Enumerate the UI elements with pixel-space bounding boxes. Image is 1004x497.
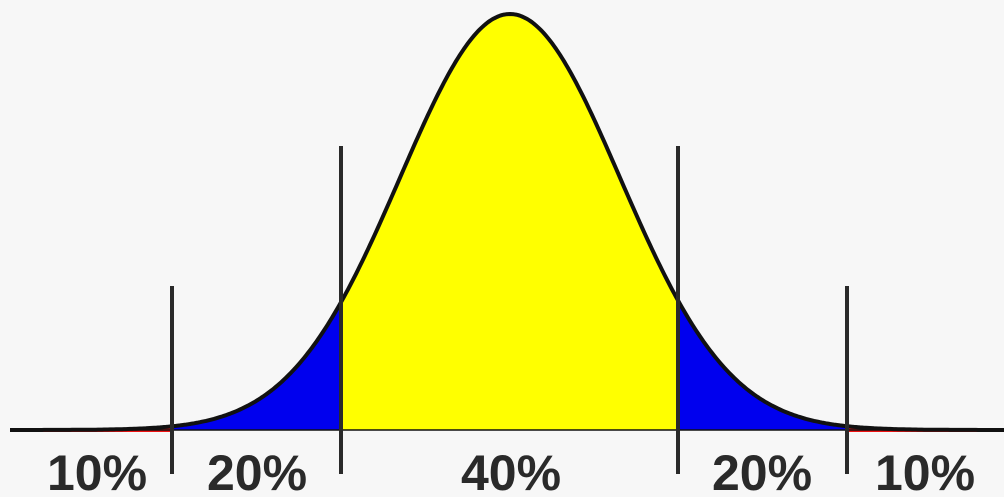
right-middle-region (678, 300, 847, 430)
segment-label-left-middle: 20% (207, 445, 307, 497)
left-middle-region (172, 302, 341, 430)
segment-label-left-tail: 10% (47, 445, 147, 497)
segment-label-center: 40% (461, 445, 561, 497)
center-region (341, 14, 678, 430)
segment-label-right-middle: 20% (712, 445, 812, 497)
segment-label-right-tail: 10% (875, 445, 975, 497)
